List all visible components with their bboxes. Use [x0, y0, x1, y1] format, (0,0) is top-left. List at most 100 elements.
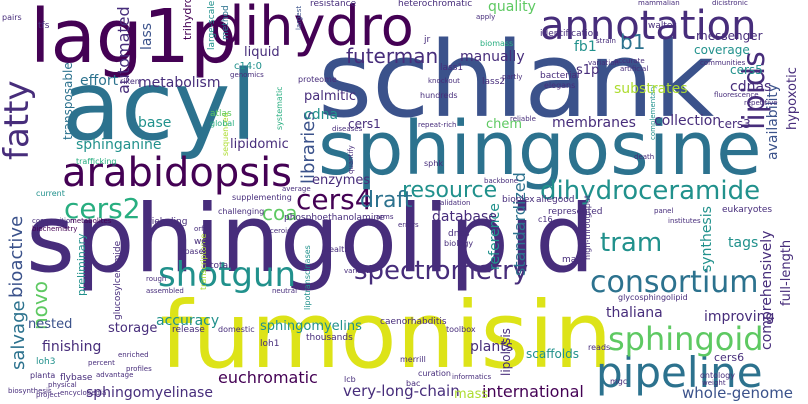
word-arabidopsis: arabidopsis — [62, 150, 293, 196]
word-physical: physical — [48, 381, 77, 389]
word-storage: storage — [108, 321, 158, 336]
word-cers4: cers4 — [296, 183, 373, 216]
word-jr: jr — [424, 35, 431, 45]
word-resistance: resistance — [310, 0, 357, 9]
word-coverage: coverage — [694, 43, 750, 57]
word-tfs: tfs — [38, 21, 50, 31]
word-cdna: cdna — [304, 107, 339, 123]
word-death: death — [634, 153, 655, 161]
word-thousands: thousands — [306, 333, 353, 343]
word-eukaryotes: eukaryotes — [722, 205, 773, 215]
word-partly: partly — [502, 73, 523, 81]
word-validation: validation — [436, 199, 471, 207]
word-cers3: cers3 — [718, 117, 751, 131]
word-manually: manually — [460, 49, 525, 65]
word-identification: identification — [540, 29, 599, 39]
word-phosphoethanolamine: phosphoethanolamine — [284, 213, 385, 223]
word-advantage: advantage — [96, 371, 134, 379]
word-reliable: reliable — [510, 115, 536, 123]
word-annotation: annotation — [540, 3, 757, 49]
word-wgs: wgs — [194, 237, 212, 247]
word-variation: variation — [588, 59, 619, 67]
word-sphingosine: sphingosine — [318, 106, 762, 192]
word-b1: b1 — [620, 30, 646, 54]
word-dicistronic: dicistronic — [712, 0, 748, 7]
word-bioplex: bioplex — [502, 195, 535, 205]
word-assembled: assembled — [146, 287, 184, 295]
word-biosynthesis: biosynthesis — [8, 387, 52, 395]
word-collection: collection — [654, 113, 722, 129]
word-transposable: transposable — [61, 62, 75, 140]
word-backbone: backbone — [484, 177, 519, 185]
word-encyclopedia: encyclopedia — [60, 389, 107, 397]
word-large-scale: large-scale — [207, 0, 217, 50]
word-arms: arms — [376, 213, 394, 221]
word-heterochromatic: heterochromatic — [398, 0, 473, 9]
word-ceroid: ceroid — [270, 227, 292, 235]
word-communities: communities — [700, 59, 746, 67]
word-release: release — [172, 325, 205, 335]
word-repeat-rich: repeat-rich — [418, 121, 457, 129]
word-lipidomic: lipidomic — [230, 137, 289, 152]
word-loh3: loh3 — [36, 357, 56, 367]
word-enriched: enriched — [118, 351, 149, 359]
word-bacterial: bacterial — [540, 71, 580, 81]
word-pairs: pairs — [2, 13, 22, 22]
word-neutral: neutral — [272, 287, 298, 295]
word-riebeling: riebeling — [148, 217, 188, 227]
word-current: current — [36, 189, 65, 198]
word-spectrometry: spectrometry — [354, 256, 529, 286]
word-rough: rough — [146, 275, 167, 283]
word-fumonisin: fumonisin — [160, 282, 613, 389]
word-messenger: messenger — [696, 29, 763, 43]
word-global: global — [210, 119, 235, 128]
word-lag1p: lag1p — [30, 0, 237, 80]
word-sphk: sphk — [424, 159, 443, 168]
word-challenging: challenging — [218, 207, 265, 216]
word-sphinganine: sphinganine — [76, 137, 162, 153]
word-ontology: ontology — [700, 371, 735, 380]
word-international: international — [482, 382, 584, 401]
word-c16: c16 — [538, 215, 553, 224]
word-whole-genome: whole-genome — [682, 384, 794, 402]
word-hypoxotic: hypoxotic — [785, 67, 800, 130]
word-map: map — [562, 255, 582, 265]
word-membranes: membranes — [552, 115, 636, 131]
word-largest: largest — [295, 5, 303, 30]
word-lass: lass — [139, 22, 155, 50]
word-bioactive: bioactive — [6, 215, 27, 298]
word-total: total — [210, 261, 231, 271]
word-metabolism: metabolism — [138, 75, 221, 91]
word-allegood: allegood — [536, 195, 575, 205]
word-fatty: fatty — [0, 80, 37, 160]
word-enzymes: enzymes — [312, 173, 371, 188]
word-glycosphingolipid: glycosphingolipid — [618, 293, 688, 302]
word-lcb: lcb — [344, 375, 356, 384]
word-preliminary: preliminary — [75, 233, 88, 296]
word-average: average — [282, 185, 311, 193]
word-dnas: dnas — [448, 229, 470, 239]
word-shotgun: shotgun — [158, 255, 297, 295]
word-trihydroxy: trihydroxy — [181, 0, 194, 40]
word-liquid: liquid — [244, 45, 280, 60]
word-profiles: profiles — [126, 365, 152, 373]
word-biology: biology — [444, 239, 474, 248]
word-synthesis: synthesis — [699, 206, 715, 272]
word-supplementing: supplementing — [232, 193, 292, 202]
word-knockout: knockout — [428, 77, 460, 85]
word-quantify: quantify — [347, 145, 355, 174]
word-coa: coa — [262, 201, 298, 225]
word-database: database — [432, 209, 497, 225]
word-riken: riken — [120, 77, 140, 86]
word-walter: walter — [648, 21, 677, 31]
word-palmitic: palmitic — [304, 89, 356, 104]
word-toolbox: toolbox — [446, 325, 476, 334]
word-lass2: lass2 — [482, 77, 506, 87]
word-systematic: systematic — [275, 86, 284, 130]
word-caenorhabditis: caenorhabditis — [380, 317, 447, 327]
word-draft: draft — [360, 188, 413, 213]
word-loh1: loh1 — [260, 339, 280, 349]
word-chem: chem — [486, 117, 523, 132]
word-informatics: informatics — [452, 373, 492, 381]
word-quality: quality — [488, 0, 536, 15]
